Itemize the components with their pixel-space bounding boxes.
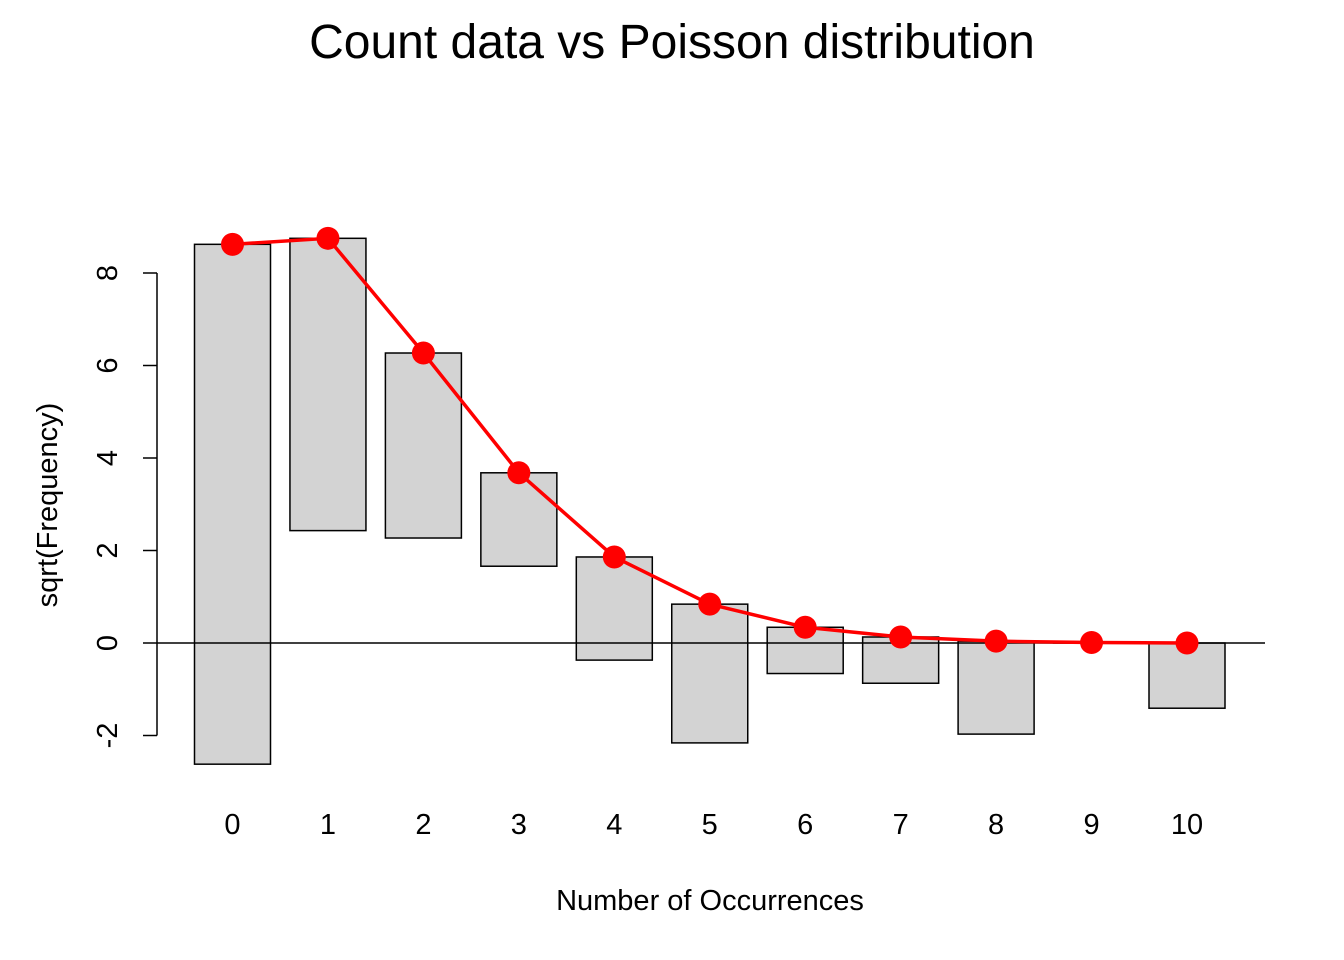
expected-curve-point [602, 545, 626, 569]
bar [480, 472, 558, 567]
y-tick-label: 2 [92, 542, 124, 558]
x-axis-label: Number of Occurrences [556, 885, 864, 917]
bar [957, 640, 1035, 735]
expected-curve-line [232, 236, 1188, 645]
x-tick-label: 5 [702, 809, 718, 841]
chart-title: Count data vs Poisson distribution [309, 16, 1035, 69]
x-tick-label: 3 [511, 809, 527, 841]
bar [671, 603, 749, 744]
x-tick-label: 7 [893, 809, 909, 841]
expected-curve-point [1080, 631, 1104, 655]
x-tick-label: 9 [1083, 809, 1099, 841]
expected-curve-point [507, 461, 531, 485]
expected-curve-point [793, 615, 817, 639]
expected-curve-point [984, 629, 1008, 653]
bar [384, 352, 463, 539]
x-tick-label: 10 [1171, 809, 1203, 841]
x-tick-label: 2 [415, 809, 431, 841]
expected-curve-point [1175, 631, 1199, 655]
x-tick-label: 0 [224, 809, 240, 841]
plot-area: -2 0 2 4 6 8 0 1 2 3 4 5 6 7 8 9 10 [92, 226, 1265, 841]
y-tick-label: 8 [92, 265, 124, 281]
expected-curve-point [221, 232, 244, 256]
bar [575, 556, 654, 661]
x-tick-label: 4 [606, 809, 622, 841]
expected-curve-point [698, 592, 722, 616]
x-tick-label: 8 [988, 809, 1004, 841]
bar [193, 243, 272, 765]
y-tick-label: 0 [92, 635, 124, 651]
expected-curve-point [889, 625, 913, 649]
bar [289, 237, 367, 532]
x-tick-label: 1 [320, 809, 336, 841]
y-tick-label: -2 [92, 723, 124, 749]
y-tick-label: 6 [92, 357, 124, 373]
expected-curve-point [411, 341, 435, 365]
y-axis-label: sqrt(Frequency) [32, 403, 64, 608]
expected-curve-point [316, 226, 340, 250]
y-tick-label: 4 [92, 450, 124, 466]
x-tick-label: 6 [797, 809, 813, 841]
